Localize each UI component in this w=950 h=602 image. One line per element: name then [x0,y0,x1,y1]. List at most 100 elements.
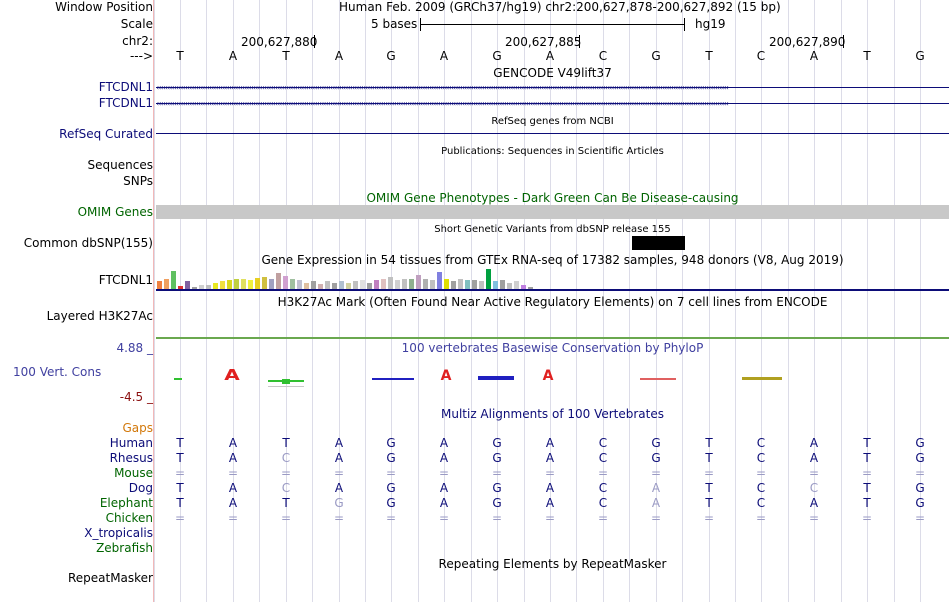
gencode-gene-label-1[interactable]: FTCDNL1 [98,80,153,94]
omim-label[interactable]: OMIM Genes [77,205,153,219]
alignment-base: = [174,466,186,480]
gtex-tissue-bar[interactable] [381,279,386,289]
h3k27ac-label[interactable]: Layered H3K27Ac [46,309,153,323]
publications-label[interactable]: Sequences [87,158,153,172]
gtex-tissue-bar[interactable] [262,277,267,289]
gtex-tissue-bar[interactable] [325,281,330,289]
gtex-tissue-bar[interactable] [304,283,309,289]
gtex-tissue-bar[interactable] [444,279,449,289]
alignment-base: = [808,511,820,525]
gtex-tissue-bar[interactable] [164,279,169,289]
gaps-label[interactable]: Gaps [122,421,153,435]
gtex-tissue-bar[interactable] [423,279,428,289]
species-label[interactable]: Zebrafish [96,541,153,555]
gtex-tissue-bar[interactable] [451,281,456,289]
gtex-tissue-bar[interactable] [311,281,316,289]
gtex-tissue-bar[interactable] [388,277,393,289]
species-label[interactable]: Mouse [114,466,153,480]
gtex-tissue-bar[interactable] [479,281,484,289]
base: T [863,49,871,63]
gtex-tissue-bar[interactable] [430,280,435,289]
gtex-tissue-bar[interactable] [507,283,512,289]
cons-mark-7 [640,378,676,380]
refseq-gene-line[interactable] [156,133,949,134]
grid-line [365,0,366,602]
dbsnp-label[interactable]: Common dbSNP(155) [23,236,153,250]
grid-line [920,0,921,602]
gtex-tissue-bar[interactable] [514,281,519,289]
alignment-base: A [651,496,661,510]
gtex-tissue-bar[interactable] [248,280,253,289]
alignment-base: C [598,496,608,510]
dbsnp-variant-block[interactable] [632,236,685,250]
alignment-base: A [439,451,449,465]
conservation-logo[interactable]: A A A [156,362,949,392]
species-label[interactable]: Human [109,436,153,450]
multiz-track-title: Multiz Alignments of 100 Vertebrates [440,407,665,421]
gtex-tissue-bar[interactable] [472,280,477,289]
gtex-tissue-bar[interactable] [199,285,204,289]
species-label[interactable]: Chicken [105,511,153,525]
alignment-base: T [176,481,184,495]
gencode-transcript-2[interactable]: ‹‹‹‹‹‹‹‹‹‹‹‹‹‹‹‹‹‹‹‹‹‹‹‹‹‹‹‹‹‹‹‹‹‹‹‹‹‹‹‹… [156,99,949,108]
gtex-tissue-bar[interactable] [185,281,190,289]
gtex-tissue-bar[interactable] [227,280,232,289]
h3k27ac-signal-line[interactable] [156,337,949,339]
gencode-gene-label-2[interactable]: FTCDNL1 [98,96,153,110]
gtex-tissue-bar[interactable] [353,281,358,289]
grid-line [471,0,472,602]
species-label[interactable]: Elephant [99,496,153,510]
gtex-gene-label[interactable]: FTCDNL1 [98,273,153,287]
alignment-base: T [705,481,713,495]
gtex-tissue-bar[interactable] [360,280,365,289]
grid-line [788,0,789,602]
alignment-base: C [809,481,819,495]
repeatmasker-label[interactable]: RepeatMasker [67,571,153,585]
gtex-tissue-bar[interactable] [409,279,414,289]
gtex-tissue-bar[interactable] [416,275,421,289]
gtex-tissue-bar[interactable] [171,271,176,289]
gtex-tissue-bar[interactable] [339,281,344,289]
gtex-tissue-bar[interactable] [192,287,197,289]
gtex-tissue-bar[interactable] [241,279,246,289]
gtex-tissue-bar[interactable] [297,280,302,289]
gtex-tissue-bar[interactable] [220,281,225,289]
conservation-label[interactable]: 100 Vert. Cons [13,365,102,379]
refseq-label[interactable]: RefSeq Curated [59,127,153,141]
gtex-tissue-bar[interactable] [367,283,372,289]
gtex-tissue-bar[interactable] [465,280,470,289]
gtex-tissue-bar[interactable] [374,280,379,289]
gtex-tissue-bar[interactable] [346,283,351,289]
gtex-tissue-bar[interactable] [500,280,505,289]
gencode-transcript-1[interactable]: ‹‹‹‹‹‹‹‹‹‹‹‹‹‹‹‹‹‹‹‹‹‹‹‹‹‹‹‹‹‹‹‹‹‹‹‹‹‹‹‹… [156,83,949,92]
gtex-tissue-bar[interactable] [276,273,281,289]
omim-gene-bar[interactable] [156,205,949,219]
snps-label[interactable]: SNPs [123,174,153,188]
gtex-tissue-bar[interactable] [269,279,274,289]
gtex-tissue-bar[interactable] [486,269,491,289]
gtex-tissue-bar[interactable] [283,276,288,289]
gtex-tissue-bar[interactable] [234,279,239,289]
gtex-tissue-bar[interactable] [206,285,211,289]
gtex-tissue-bar[interactable] [290,279,295,289]
gtex-tissue-bar[interactable] [178,286,183,289]
gtex-tissue-bar[interactable] [493,281,498,289]
gtex-tissue-bar[interactable] [458,279,463,289]
gtex-tissue-bar[interactable] [395,280,400,289]
species-label[interactable]: X_tropicalis [84,526,153,540]
species-label[interactable]: Rhesus [109,451,153,465]
alignment-base: = [227,466,239,480]
species-label[interactable]: Dog [128,481,153,495]
gtex-tissue-bar[interactable] [521,285,526,289]
gtex-tissue-bar[interactable] [437,272,442,289]
alignment-base: A [545,451,555,465]
gtex-tissue-bar[interactable] [528,287,533,289]
gtex-tissue-bar[interactable] [332,283,337,289]
alignment-base: G [386,451,396,465]
gtex-tissue-bar[interactable] [255,278,260,289]
gtex-tissue-bar[interactable] [157,281,162,289]
gtex-tissue-bar[interactable] [402,279,407,289]
gtex-tissue-bar[interactable] [318,284,323,289]
alignment-base: A [334,451,344,465]
gtex-tissue-bar[interactable] [213,283,218,289]
